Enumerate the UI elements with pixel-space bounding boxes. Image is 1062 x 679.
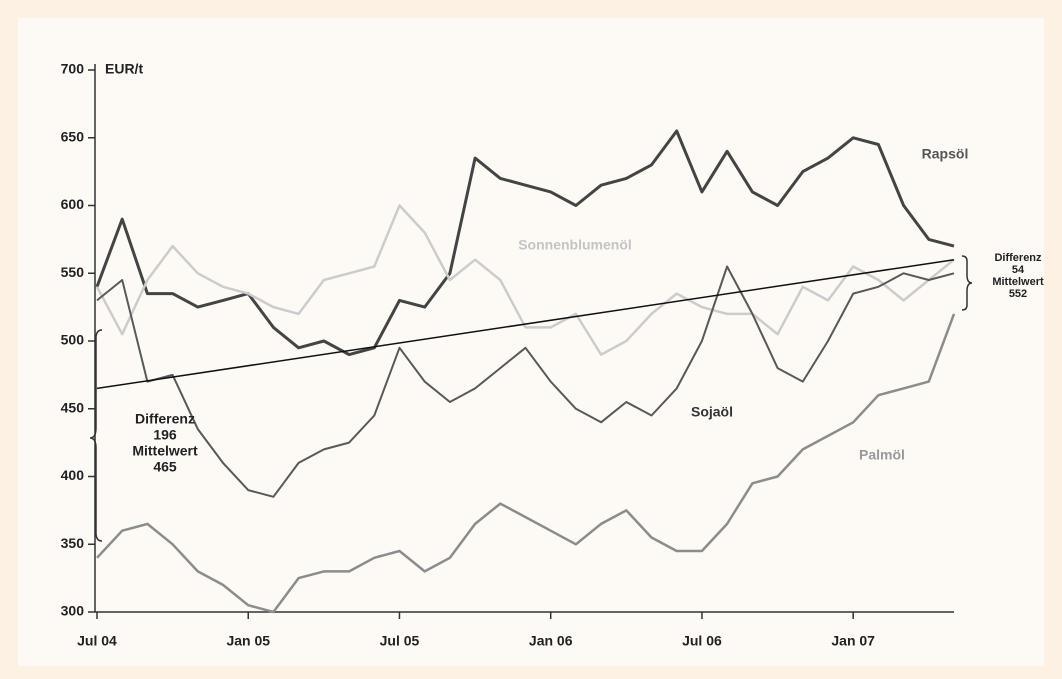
y-axis-label: EUR/t — [105, 61, 143, 77]
series-line — [95, 204, 955, 356]
series-label: Rapsöl — [922, 146, 969, 162]
x-tick-label: Jul 04 — [77, 633, 117, 649]
y-tick-label: 400 — [61, 467, 85, 483]
trend-line — [96, 258, 955, 390]
series-label: Palmöl — [859, 447, 905, 463]
annotation: 465 — [153, 459, 177, 475]
right-brace — [961, 255, 973, 311]
x-tick-label: Jan 05 — [226, 633, 270, 649]
annotation: 54 — [1012, 264, 1025, 276]
series-line — [96, 265, 955, 498]
annotation: 196 — [153, 427, 177, 443]
x-tick-label: Jul 05 — [380, 633, 420, 649]
y-tick-label: 450 — [61, 399, 85, 415]
series-label: Sojaöl — [691, 404, 733, 420]
panel — [18, 18, 1044, 666]
y-tick-label: 500 — [61, 332, 85, 348]
y-tick-label: 700 — [61, 61, 85, 77]
annotation: 552 — [1009, 288, 1027, 300]
annotation: Mittelwert — [992, 276, 1044, 288]
series-label: Sonnenblumenöl — [518, 237, 632, 253]
y-tick-label: 350 — [61, 535, 85, 551]
annotation: Mittelwert — [132, 443, 198, 459]
x-tick-label: Jan 06 — [529, 633, 573, 649]
y-tick-label: 550 — [61, 264, 85, 280]
x-tick-label: Jul 06 — [682, 633, 722, 649]
annotation: Differenz — [994, 252, 1042, 264]
x-tick-label: Jan 07 — [831, 633, 875, 649]
y-tick-label: 300 — [61, 603, 85, 619]
y-tick-label: 600 — [61, 196, 85, 212]
series-line — [95, 129, 955, 357]
series-line — [96, 313, 956, 614]
left-brace — [89, 329, 103, 542]
y-tick-label: 650 — [61, 128, 85, 144]
annotation: Differenz — [135, 411, 195, 427]
